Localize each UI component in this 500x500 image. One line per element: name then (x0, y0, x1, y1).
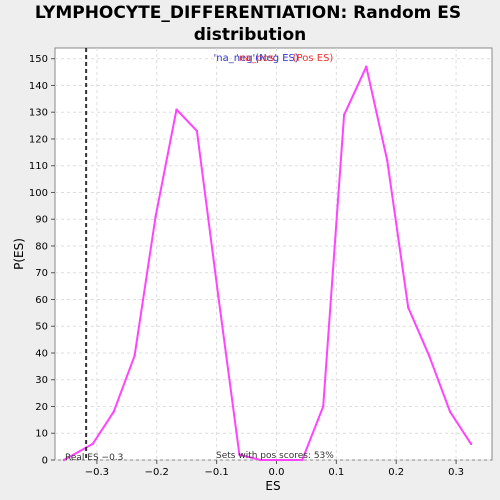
data-point (280, 458, 283, 462)
data-point (175, 108, 178, 111)
chart-title-line2: distribution (194, 25, 306, 45)
y-tick-label: 150 (29, 54, 48, 65)
y-tick-label: 40 (35, 348, 48, 359)
legend-neg-label: (Neg ES) (255, 53, 299, 64)
x-tick-label: 0.3 (448, 467, 464, 478)
data-point (133, 354, 136, 357)
data-point (406, 306, 410, 309)
legend-pos-name: 'na_pos' (236, 53, 277, 64)
legend-neg-name: 'na_neg' (214, 53, 256, 64)
plot-area (54, 47, 493, 461)
legend: 'na_neg' (Neg ES) 'na_pos' (Pos ES) (214, 53, 334, 64)
grid-lines (55, 48, 492, 461)
y-tick-label: 80 (35, 241, 48, 252)
data-point (259, 458, 262, 462)
y-tick-label: 10 (35, 429, 48, 440)
y-tick-label: 20 (35, 402, 48, 413)
x-tick-label: −0.2 (145, 467, 169, 478)
data-point (365, 65, 368, 68)
data-point (112, 410, 115, 414)
data-point (62, 458, 66, 462)
legend-pos-label: (Pos ES) (293, 53, 334, 64)
x-tick-label: 0.0 (269, 467, 285, 478)
data-point (321, 405, 325, 408)
axes: −0.3 −0.2 −0.1 0.0 0.1 0.2 0.3 0 10 20 30 40 50 60 70 8… (29, 54, 464, 478)
data-point (195, 129, 199, 133)
y-tick-label: 100 (29, 188, 48, 199)
data-point (386, 159, 389, 162)
data-point (427, 354, 431, 357)
chart-title-line1: LYMPHOCYTE_DIFFERENTIATION: Random ES (35, 3, 461, 23)
x-tick-label: −0.1 (204, 467, 228, 478)
data-point (448, 410, 452, 414)
x-tick-label: −0.3 (85, 467, 109, 478)
x-axis-label: ES (265, 479, 280, 493)
svg-text:'na_pos' (Pos ES): 'na_pos' (Pos ES) (236, 53, 333, 64)
y-tick-label: 50 (35, 322, 48, 333)
y-tick-label: 0 (42, 456, 48, 467)
x-tick-label: 0.2 (388, 467, 404, 478)
data-point (91, 442, 94, 446)
data-point (469, 442, 473, 446)
data-point (301, 458, 304, 462)
y-tick-label: 130 (29, 108, 48, 119)
x-tick-label: 0.1 (328, 467, 344, 478)
data-point (217, 295, 220, 299)
y-axis-label: P(ES) (12, 238, 26, 270)
pos-scores-annotation: Sets with pos scores: 53% (216, 451, 334, 461)
y-tick-label: 140 (29, 81, 48, 92)
y-tick-label: 90 (35, 215, 48, 226)
series-layer (62, 65, 473, 462)
y-tick-label: 30 (35, 375, 48, 386)
data-point (238, 453, 241, 456)
y-tick-label: 110 (29, 161, 48, 172)
data-point (154, 215, 157, 218)
y-tick-label: 70 (35, 268, 48, 279)
y-tick-label: 60 (35, 295, 48, 306)
data-point (342, 113, 346, 117)
real-es-label: Real ES −0.3 (65, 453, 123, 463)
y-tick-label: 120 (29, 134, 48, 145)
svg-text:'na_neg' (Neg ES): 'na_neg' (Neg ES) (214, 53, 299, 64)
es-distribution-line (63, 65, 472, 461)
